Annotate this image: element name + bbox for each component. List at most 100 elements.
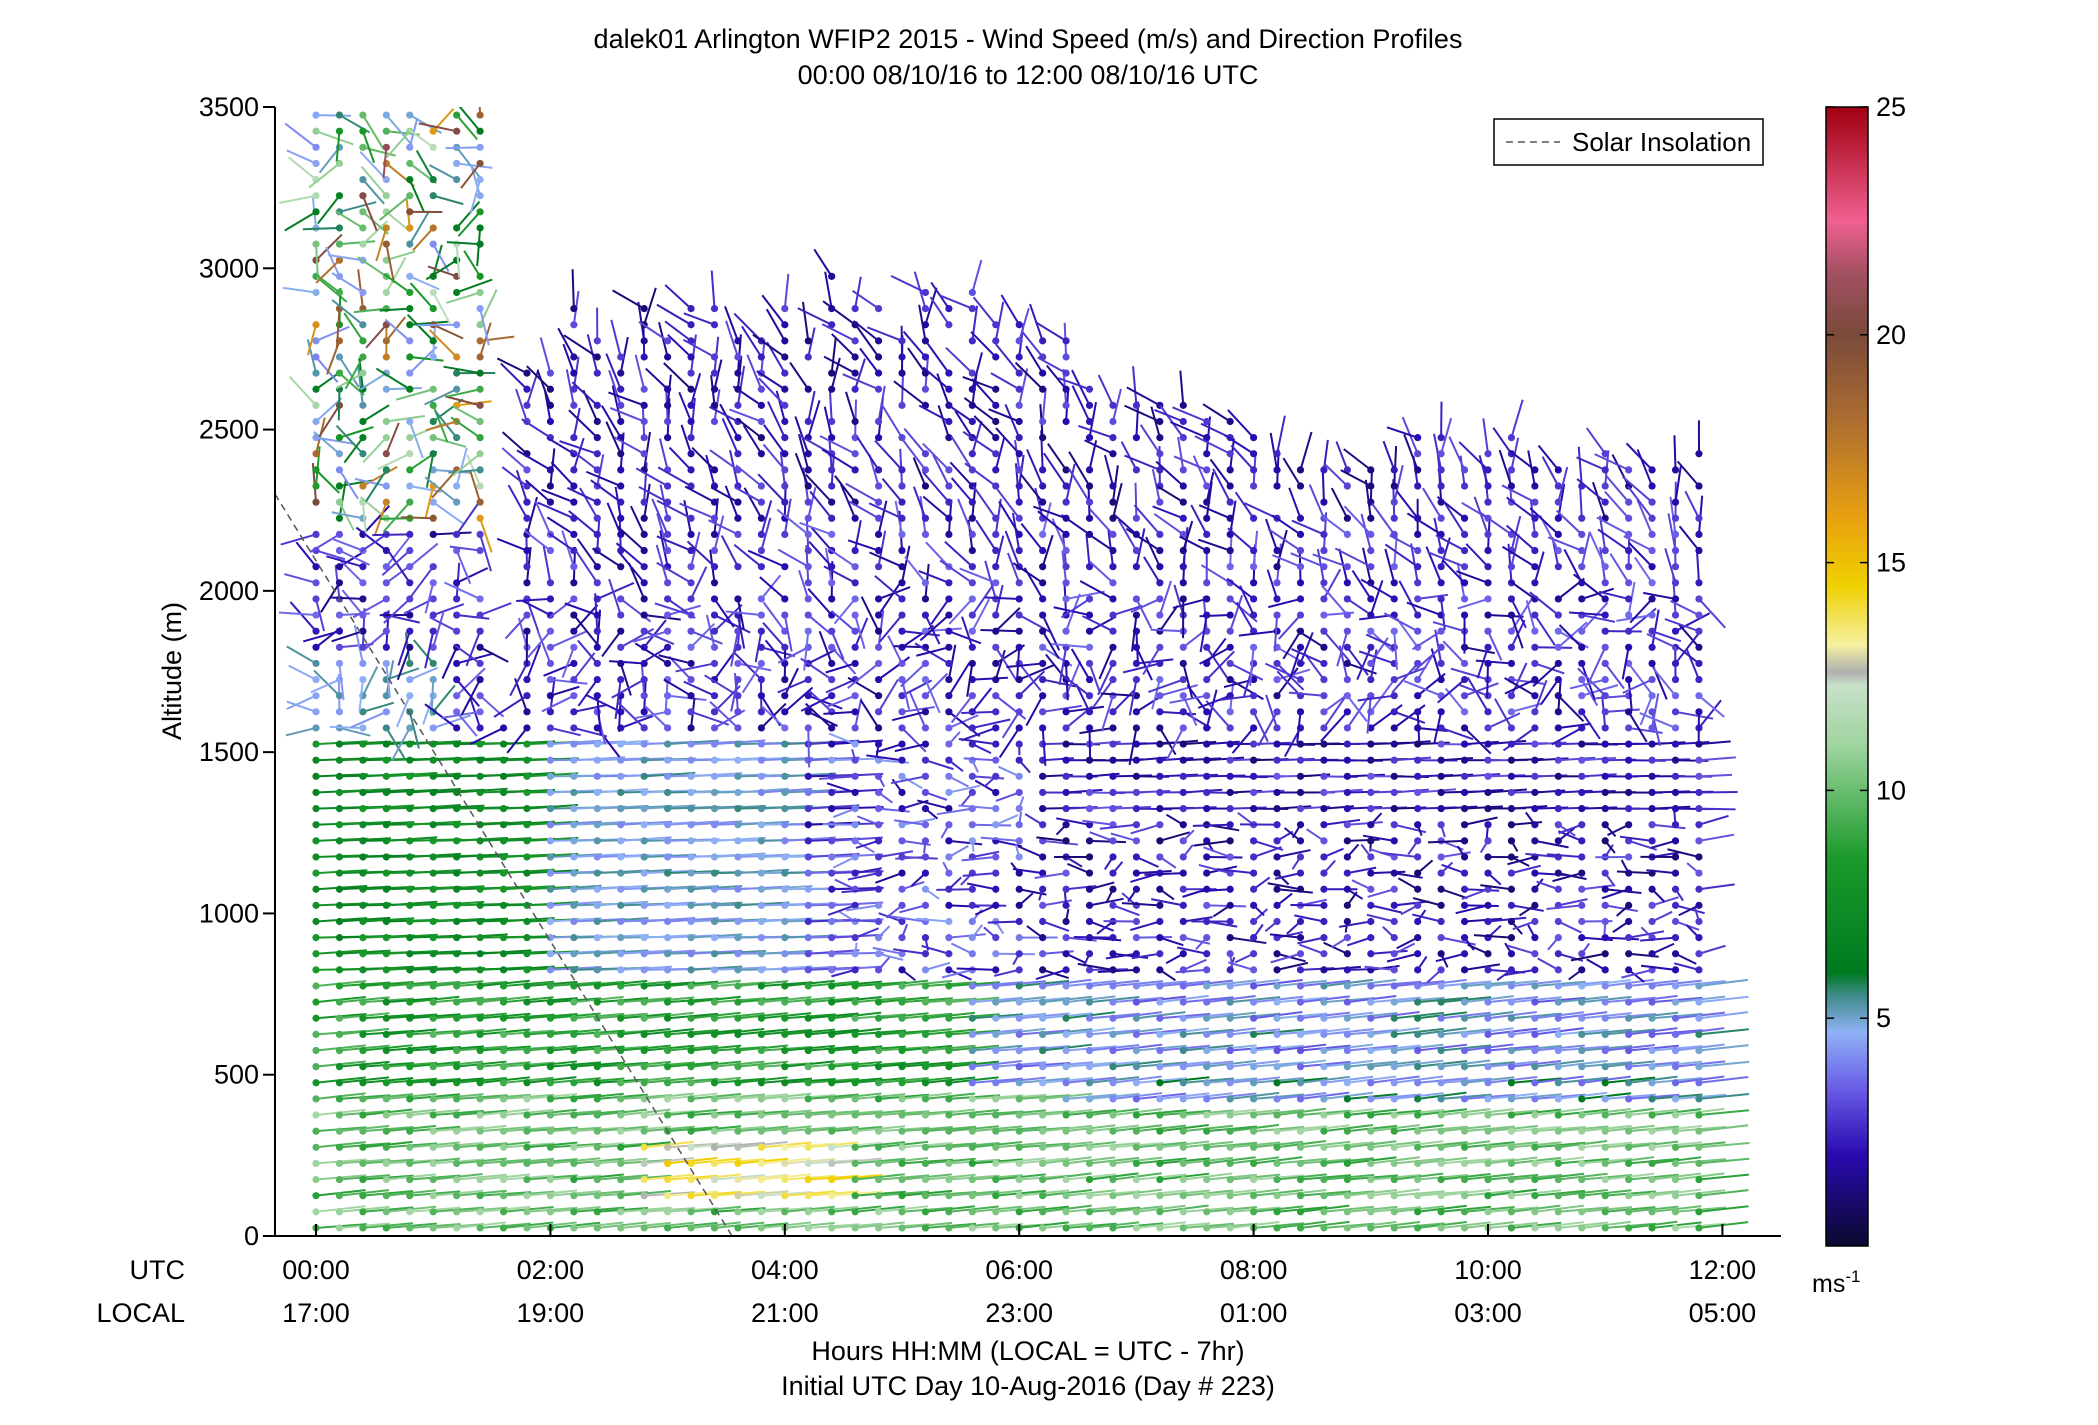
wind-barb-dot [335,740,344,748]
wind-barb-dot [1179,1063,1187,1071]
wind-barb-dot [429,917,437,926]
wind-barb-dot [874,1030,883,1038]
wind-barb-stick [361,502,368,538]
wind-barb-dot [1203,1159,1211,1168]
wind-barb-dot [1179,756,1187,764]
wind-barb-dot [1296,837,1305,845]
wind-barb-dot [593,1030,601,1038]
wind-barb-stick [1282,457,1302,487]
wind-barb-dot [1273,546,1281,555]
wind-barb-dot [1226,788,1234,797]
wind-barb-dot [1296,1127,1305,1135]
wind-barb-stick [315,114,352,117]
wind-barb-dot [1320,837,1328,845]
wind-barb-dot [1156,788,1164,797]
wind-barb-dot [757,869,765,877]
wind-barb-dot [359,579,367,587]
wind-barb-dot [757,1224,765,1232]
wind-barb-stick [924,287,938,326]
wind-barb-dot [710,563,719,571]
wind-barb-dot [664,821,672,829]
wind-barb-dot [1039,1079,1047,1087]
wind-barb-dot [921,288,930,297]
wind-barb-stick [448,468,481,474]
wind-barb-dot [1367,821,1375,829]
wind-barb-dot [1226,901,1234,909]
wind-barb-dot [781,563,789,571]
wind-barb-dot [1320,740,1328,748]
wind-barb-dot [781,385,789,393]
wind-barb-dot [874,869,883,877]
wind-barb-stick [656,535,692,552]
wind-barb-dot [1367,1159,1375,1168]
wind-barb-dot [1179,563,1187,571]
wind-barb-dot [710,1143,719,1151]
wind-barb-dot [429,579,437,587]
wind-barb-stick [1089,881,1115,891]
wind-barb-dot [406,934,414,942]
wind-barb-dot [1156,546,1164,555]
wind-barb-dot [1343,853,1351,861]
wind-barb-dot [1109,482,1117,490]
wind-barb-dot [1039,692,1047,700]
wind-barb-dot [335,127,344,135]
wind-barb-dot [476,998,484,1006]
wind-barb-dot [828,934,836,942]
wind-barb-stick [432,194,464,206]
wind-barb-dot [687,353,695,361]
wind-barb-dot [1250,950,1258,958]
wind-barb-dot [968,1111,976,1119]
wind-barb-dot [945,1192,953,1200]
wind-barb-dot [710,885,719,893]
wind-barb-stick [1078,424,1114,439]
wind-barb-dot [1367,1030,1375,1038]
wind-barb-stick [1265,518,1278,551]
wind-barb-dot [992,579,1000,587]
wind-barb-stick [568,409,598,439]
wind-barb-stick [807,614,832,636]
wind-barb-dot [1226,982,1234,990]
wind-barb-dot [781,772,789,780]
wind-barb-dot [898,1046,906,1055]
wind-barb-dot [523,369,531,377]
wind-barb-dot [1062,546,1070,555]
wind-barb-dot [851,434,859,442]
wind-barb-dot [828,627,836,635]
wind-barb-dot [898,1030,906,1038]
wind-barb-stick [1077,962,1114,971]
wind-barb-dot [546,1014,555,1022]
wind-barb-stick [1006,552,1021,584]
wind-barb-dot [382,1192,390,1200]
wind-barb-stick [1321,585,1349,616]
wind-barb-dot [593,934,601,942]
wind-barb-dot [921,1079,930,1087]
wind-barb-stick [995,791,1020,802]
wind-barb-dot [1132,934,1141,942]
wind-barb-stick [948,968,972,981]
wind-barb-dot [1085,885,1094,893]
wind-barb-dot [1039,579,1047,587]
wind-barb-stick [994,646,1018,682]
wind-barb-dot [945,466,953,474]
wind-barb-dot [1343,1046,1351,1055]
wind-barb-dot [1062,466,1070,474]
wind-barb-dot [1085,1030,1094,1038]
wind-barb-dot [851,466,859,474]
wind-barb-stick [987,920,1020,924]
wind-barb-stick [1066,788,1103,794]
wind-barb-stick [1089,805,1123,810]
wind-barb-dot [804,611,812,619]
wind-barb-dot [921,450,930,458]
wind-barb-stick [1154,409,1184,423]
wind-barb-dot [312,804,320,813]
wind-barb-dot [476,804,484,813]
wind-barb-dot [1203,1079,1211,1087]
wind-barb-stick [972,823,1012,827]
wind-barb-stick [998,500,1021,535]
wind-barb-dot [429,885,437,893]
wind-barb-dot [1203,1111,1211,1119]
wind-barb-stick [1273,614,1279,652]
wind-barb-dot [1273,788,1281,797]
wind-barb-stick [845,482,880,504]
wind-barb-dot [1226,417,1234,426]
